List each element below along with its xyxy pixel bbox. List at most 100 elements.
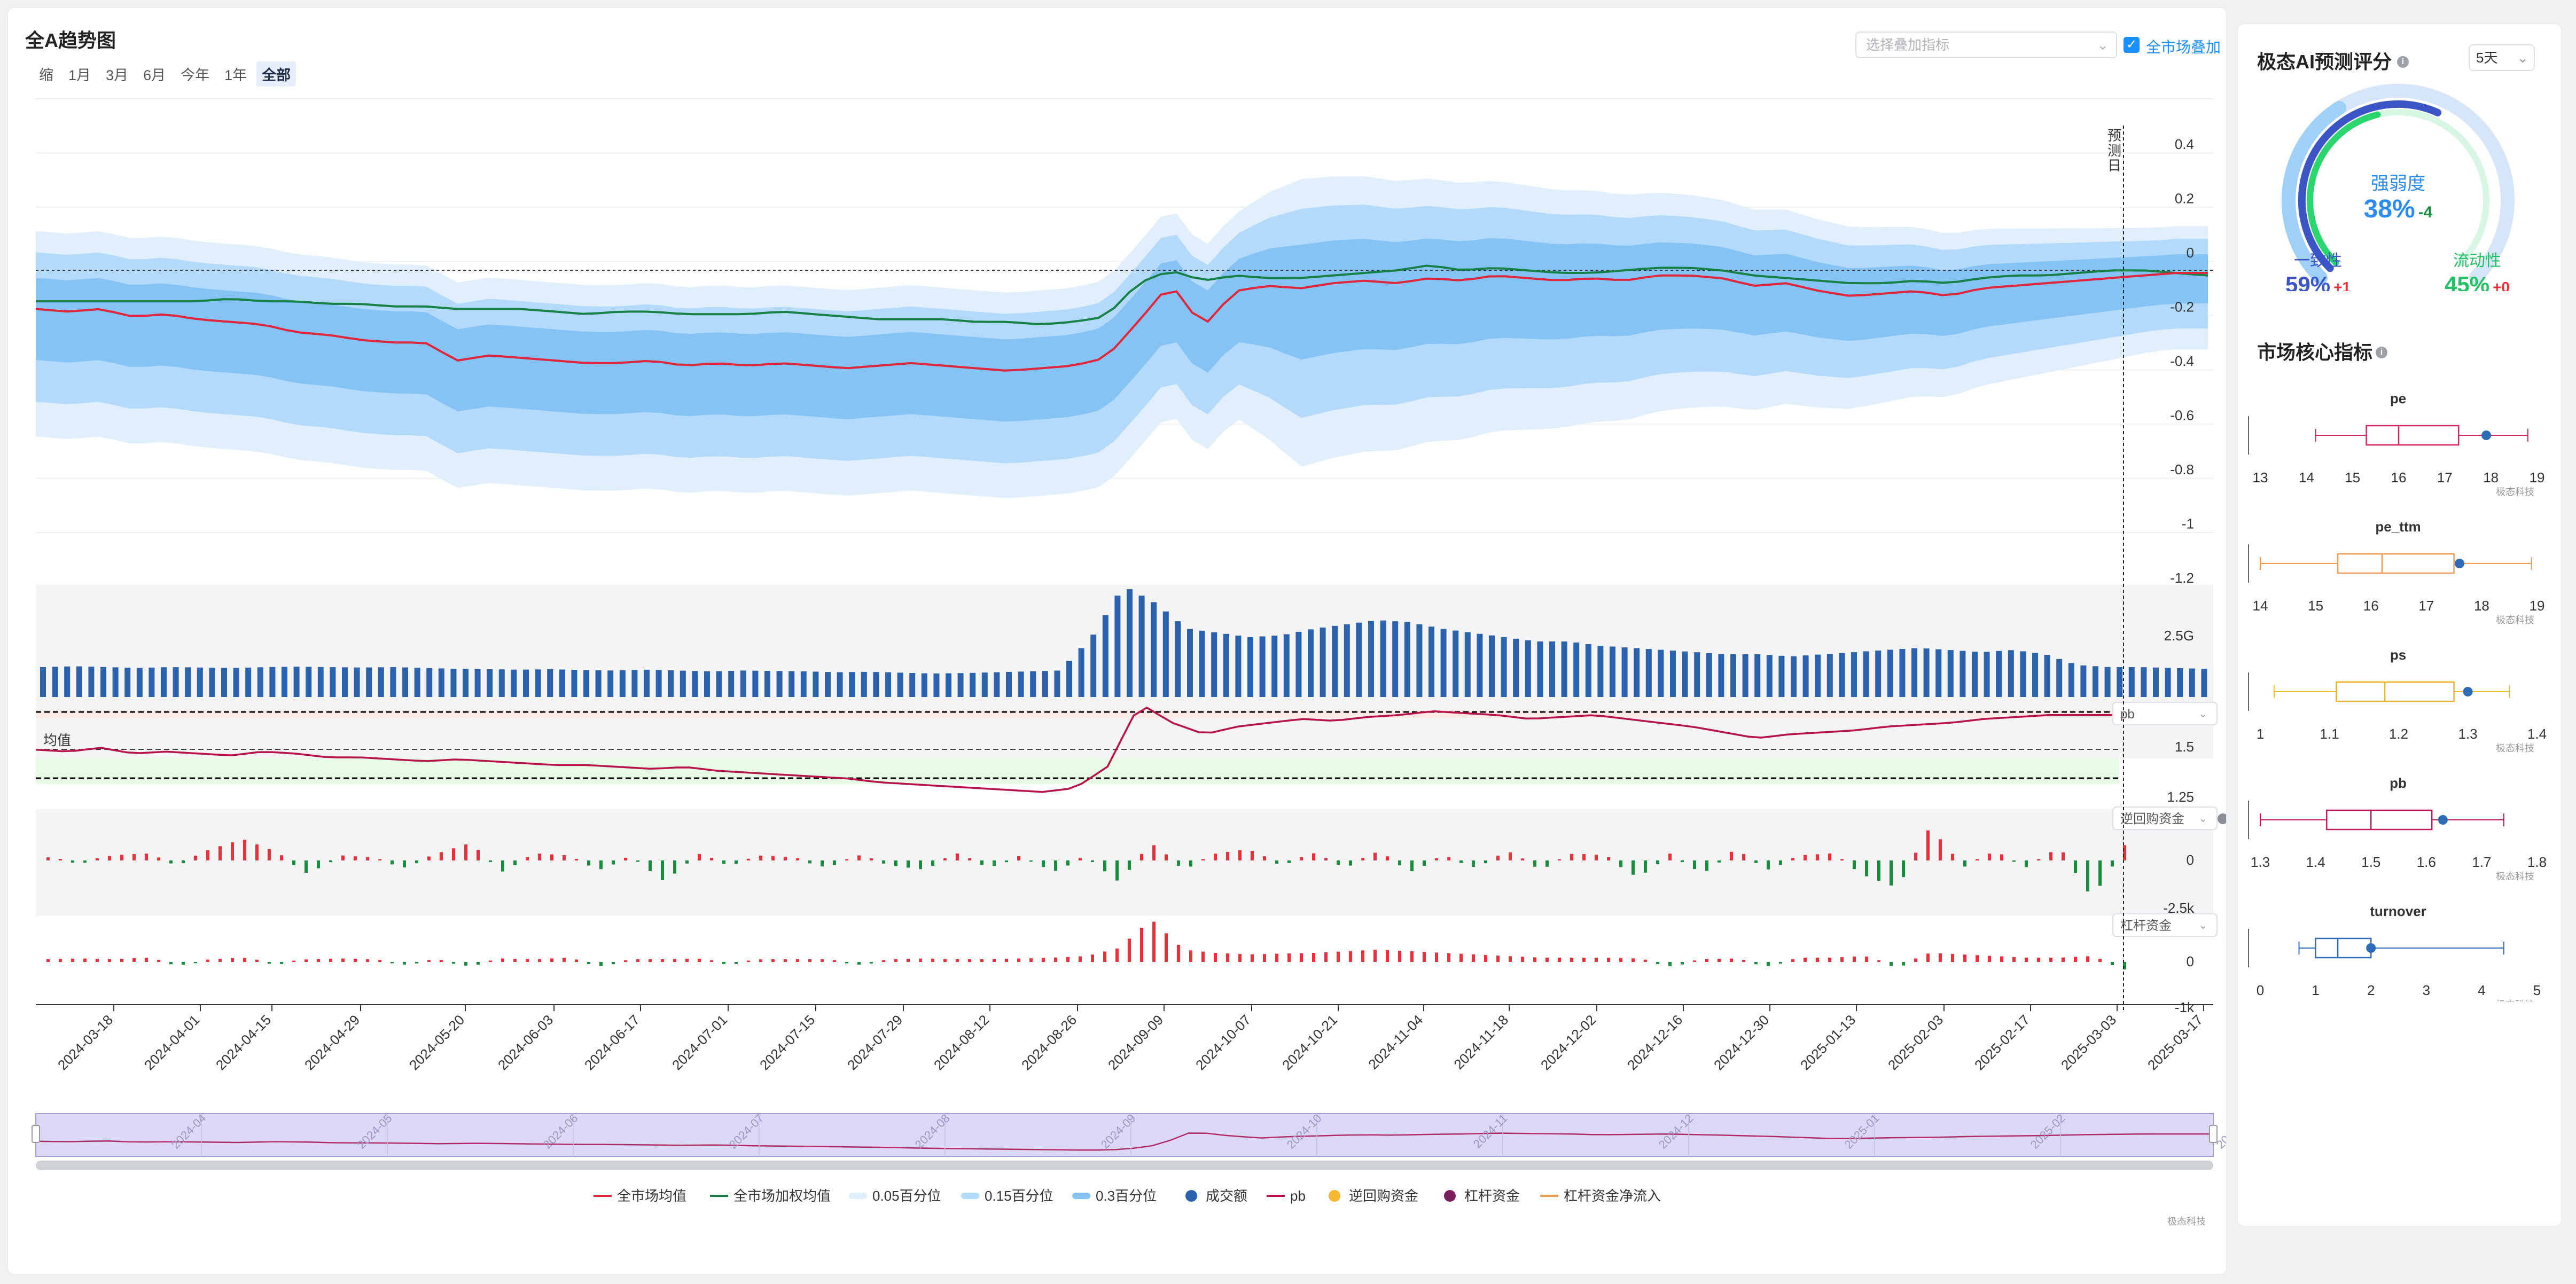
volume-bar [523, 669, 529, 697]
repo-bar [1533, 860, 1536, 867]
repo-bar [1115, 860, 1119, 881]
legend-item[interactable]: 0.05百分位 [849, 1188, 941, 1204]
info-icon[interactable]: i [2397, 56, 2409, 68]
brush-handle[interactable] [32, 1125, 40, 1143]
legend-item[interactable]: pb [1267, 1188, 1306, 1204]
range-button[interactable]: 今年 [181, 67, 210, 83]
repo-bar [1386, 856, 1389, 860]
brush-scrollbar[interactable] [36, 1161, 2213, 1170]
panel-indicator-select[interactable]: pb ⌄ [2112, 702, 2218, 725]
margin-bar [636, 959, 639, 962]
panel-indicator-select[interactable]: 杠杆资金 ⌄ [2112, 913, 2218, 937]
margin-bar [1656, 962, 1659, 964]
boxplot-tick-label: 4 [2478, 982, 2485, 998]
x-tick-label: 2024-11-04 [1365, 1012, 1426, 1072]
margin-bar [1214, 952, 1217, 962]
volume-bar [1368, 621, 1374, 697]
x-tick-label: 2024-07-01 [669, 1012, 730, 1073]
margin-bar [1988, 956, 1991, 962]
legend-item[interactable]: 杠杆资金 [1444, 1188, 1520, 1204]
repo-bar [391, 860, 394, 865]
volume-bar [221, 668, 227, 697]
range-button[interactable]: 全部 [256, 61, 296, 87]
range-button[interactable]: 1年 [224, 67, 247, 83]
legend-item[interactable]: 全市场均值 [594, 1188, 686, 1204]
repo-bar [59, 859, 62, 860]
legend-label: 全市场均值 [617, 1188, 686, 1204]
margin-bar [341, 958, 345, 962]
volume-bar [2080, 665, 2087, 697]
volume-bar [644, 669, 650, 697]
volume-bar [1525, 640, 1531, 697]
volume-bar [789, 671, 795, 697]
range-button[interactable]: 1月 [68, 67, 91, 83]
range-button[interactable]: 6月 [143, 67, 166, 83]
chevron-down-icon: ⌄ [2198, 918, 2208, 931]
legend-label: 0.15百分位 [985, 1188, 1053, 1204]
volume-bar [342, 667, 348, 697]
boxplot-tick-label: 2 [2367, 982, 2375, 998]
consistency-label: 一致性 [2294, 252, 2342, 270]
margin-bar [132, 958, 136, 962]
margin-bar [612, 962, 615, 965]
volume-bar [2104, 667, 2111, 697]
margin-bar [698, 959, 701, 962]
margin-bar [1681, 962, 1684, 965]
legend-item[interactable]: 成交额 [1185, 1188, 1247, 1204]
volume-bar [1320, 627, 1326, 697]
range-button[interactable]: 3月 [106, 67, 129, 83]
repo-bar [710, 858, 713, 860]
volume-bar [764, 671, 770, 697]
repo-bar [1767, 860, 1770, 870]
boxplot-current-marker [2366, 943, 2376, 953]
margin-bar [169, 962, 173, 965]
boxplot-title: pb [2390, 775, 2407, 791]
legend-item[interactable]: 0.15百分位 [961, 1188, 1053, 1204]
repo-bar [341, 855, 345, 860]
volume-bar [1573, 643, 1580, 697]
margin-bar [1373, 950, 1377, 962]
margin-bar [956, 959, 959, 962]
volume-bar [2008, 650, 2014, 697]
boxplot-tick-label: 3 [2423, 982, 2430, 998]
volume-bar [631, 670, 638, 697]
legend-item[interactable]: 逆回购资金 [1329, 1188, 1418, 1204]
legend-label: 杠杆资金净流入 [1564, 1188, 1661, 1204]
repo-bar [784, 857, 787, 860]
legend-label: 0.3百分位 [1096, 1188, 1157, 1204]
repo-bar [1570, 854, 1573, 860]
period-select[interactable]: 5天 ⌄ [2469, 44, 2535, 71]
volume-bar [1453, 630, 1459, 697]
volume-bar [149, 667, 155, 697]
repo-bar [1668, 854, 1672, 860]
boxplot-title: pe [2390, 390, 2406, 406]
overlay-label[interactable]: 全市场叠加 [2146, 39, 2221, 56]
legend-item[interactable]: 全市场加权均值 [710, 1188, 831, 1204]
range-button[interactable]: 缩 [39, 67, 53, 83]
margin-bar [735, 962, 738, 964]
repo-bar [2086, 860, 2089, 891]
repo-bar [1816, 854, 1819, 860]
x-tick-label: 2024-10-21 [1279, 1012, 1340, 1073]
margin-bar [1779, 962, 1782, 964]
panel-indicator-select[interactable]: 逆回购资金 ⌄ [2112, 807, 2218, 830]
margin-bar [1939, 953, 1942, 962]
repo-bar [1410, 860, 1414, 872]
volume-bar [933, 673, 940, 697]
repo-bar [882, 860, 885, 864]
brush-handle[interactable] [2209, 1125, 2218, 1143]
volume-bar [1742, 654, 1748, 697]
repo-bar [464, 844, 467, 860]
repo-bar [1128, 860, 1131, 870]
legend-item[interactable]: 杠杆资金净流入 [1540, 1188, 1661, 1204]
legend-item[interactable]: 0.3百分位 [1072, 1188, 1157, 1204]
repo-bar [1349, 860, 1352, 866]
boxplot-tick-label: 18 [2483, 469, 2499, 486]
margin-bar [796, 959, 799, 962]
overlay-checkbox[interactable]: ✓ [2124, 37, 2140, 53]
repo-bar [526, 857, 529, 860]
repo-bar [1509, 852, 1512, 860]
indicator-select[interactable]: 选择叠加指标 ⌄ [1855, 32, 2117, 58]
info-icon[interactable]: i [2376, 347, 2387, 358]
chevron-down-icon: ⌄ [2198, 811, 2208, 825]
